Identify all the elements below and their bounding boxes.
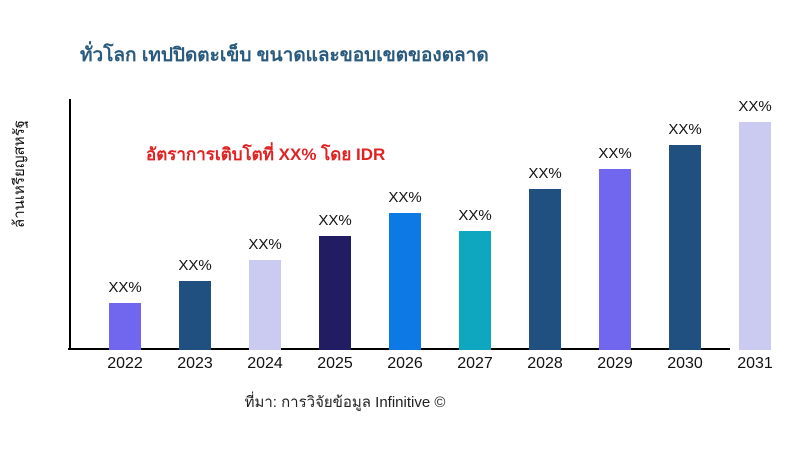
bar-value-label-2026: XX% <box>388 189 422 206</box>
bar-value-label-2029: XX% <box>598 145 632 162</box>
bar-2025 <box>319 236 351 350</box>
bar-2028 <box>529 189 561 350</box>
bar-value-label-2027: XX% <box>458 207 492 224</box>
bar-value-label-2024: XX% <box>248 236 282 253</box>
growth-annotation: อัตราการเติบโตที่ XX% โดย IDR <box>146 145 386 164</box>
x-tick-label-2023: 2023 <box>177 355 213 372</box>
x-tick-label-2028: 2028 <box>527 355 563 372</box>
x-tick-label-2031: 2031 <box>737 355 773 372</box>
x-tick-label-2029: 2029 <box>597 355 633 372</box>
x-tick-label-2025: 2025 <box>317 355 353 372</box>
bar-2030 <box>669 145 701 350</box>
bar-2024 <box>249 260 281 350</box>
source-caption: ที่มา: การวิจัยข้อมูล Infinitive © <box>244 394 446 411</box>
y-axis-line <box>69 99 71 350</box>
bar-value-label-2030: XX% <box>668 121 702 138</box>
bar-value-label-2031: XX% <box>738 98 772 115</box>
bar-2026 <box>389 213 421 350</box>
bar-2031 <box>739 122 771 350</box>
bar-2023 <box>179 281 211 350</box>
chart-title: ทั่วโลก เทปปิดตะเข็บ ขนาดและขอบเขตของตลา… <box>80 45 489 66</box>
x-tick-label-2022: 2022 <box>107 355 143 372</box>
y-axis-label: ล้านเหรียญสหรัฐ <box>11 120 28 228</box>
x-tick-label-2027: 2027 <box>457 355 493 372</box>
bar-2027 <box>459 231 491 350</box>
bar-2022 <box>109 303 141 350</box>
bar-2029 <box>599 169 631 350</box>
x-tick-label-2026: 2026 <box>387 355 423 372</box>
x-tick-label-2024: 2024 <box>247 355 283 372</box>
x-tick-label-2030: 2030 <box>667 355 703 372</box>
bar-value-label-2025: XX% <box>318 212 352 229</box>
bar-value-label-2022: XX% <box>108 279 142 296</box>
bar-value-label-2023: XX% <box>178 257 212 274</box>
bar-value-label-2028: XX% <box>528 165 562 182</box>
